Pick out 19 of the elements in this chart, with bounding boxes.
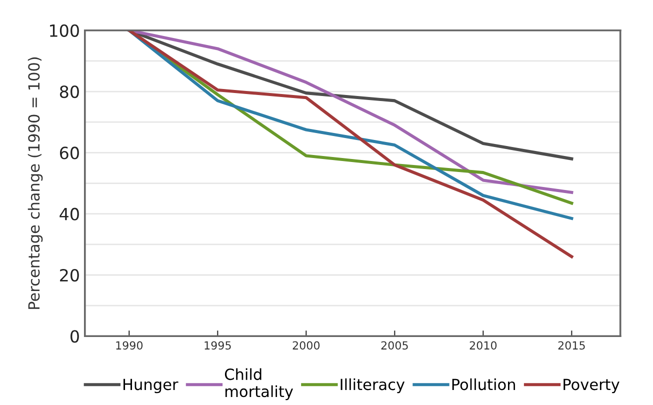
y-tick-label: 40 [60,208,79,220]
y-tick-label: 20 [60,268,79,282]
x-tick-label: 2015 [558,341,585,350]
y-tick-label: 100 [50,24,79,37]
x-tick-label: 1995 [204,341,231,350]
legend-label: Illiteracy [340,378,405,394]
x-tick-label: 2005 [381,341,408,350]
line-series [128,30,574,258]
y-tick-label: 80 [60,85,79,98]
y-tick-label: 60 [60,146,79,160]
legend-label: Pollution [452,378,515,390]
legend-label: Hunger [124,378,178,394]
x-tick-label: 1990 [116,341,143,350]
y-tick-label: 0 [70,330,79,343]
y-axis-title: Percentage change (1990 = 100) [28,57,43,309]
legend-label: Child mortality [224,368,294,400]
x-tick-label: 2000 [292,341,320,350]
legend-label: Poverty [564,378,620,394]
x-tick-label: 2010 [470,341,497,350]
